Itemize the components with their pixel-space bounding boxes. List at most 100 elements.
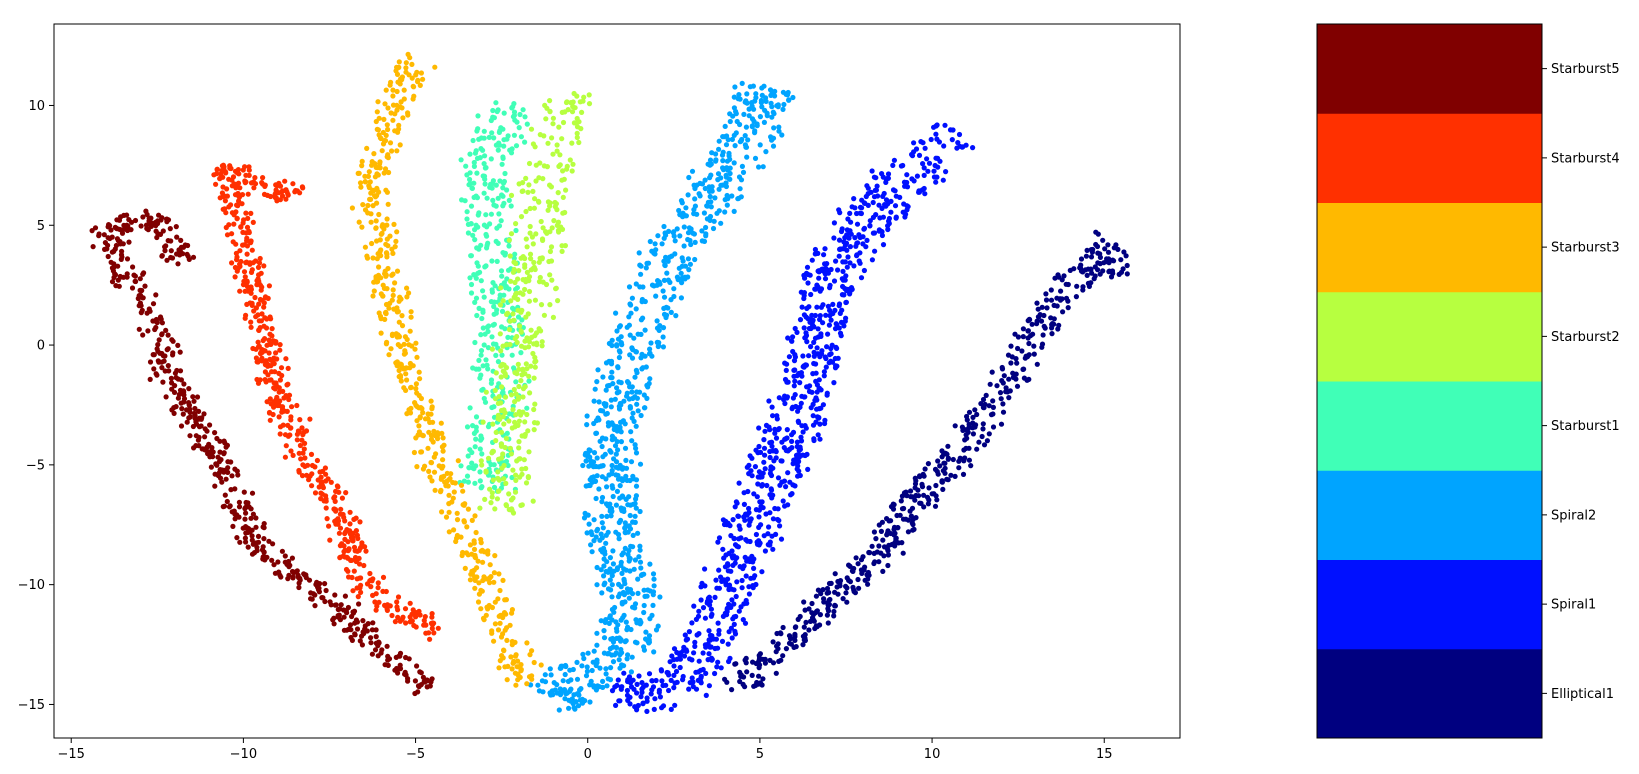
- data-point: [765, 531, 771, 537]
- data-point: [508, 654, 514, 660]
- data-point: [336, 530, 342, 536]
- data-point: [825, 303, 832, 309]
- data-point: [394, 148, 400, 154]
- data-point: [363, 548, 369, 554]
- data-point: [737, 121, 743, 128]
- data-point: [168, 248, 174, 254]
- data-point: [478, 606, 484, 612]
- data-point: [802, 275, 808, 281]
- data-point: [749, 473, 755, 479]
- data-point: [255, 339, 261, 345]
- data-point: [467, 275, 473, 281]
- data-point: [653, 627, 660, 633]
- data-point: [646, 633, 653, 639]
- data-point: [480, 325, 486, 331]
- data-point: [757, 540, 763, 546]
- data-point: [1012, 331, 1018, 337]
- data-point: [802, 335, 808, 341]
- data-point: [655, 233, 661, 239]
- data-point: [847, 244, 854, 250]
- data-point: [487, 486, 493, 492]
- data-point: [554, 142, 560, 148]
- series-starburst3: [349, 51, 544, 688]
- data-point: [601, 628, 607, 634]
- data-point: [280, 188, 286, 194]
- data-point: [316, 585, 322, 591]
- data-point: [922, 466, 928, 472]
- data-point: [623, 619, 629, 625]
- data-point: [524, 411, 530, 418]
- data-point: [608, 665, 614, 671]
- data-point: [783, 484, 789, 490]
- data-point: [943, 169, 949, 175]
- data-point: [642, 353, 648, 359]
- data-point: [425, 416, 431, 422]
- data-point: [842, 285, 848, 292]
- data-point: [730, 616, 736, 622]
- data-point: [383, 87, 389, 93]
- data-point: [204, 444, 210, 450]
- colorbar-frame: [1316, 23, 1543, 739]
- data-point: [603, 671, 609, 677]
- data-point: [272, 369, 278, 375]
- data-point: [795, 616, 801, 623]
- data-point: [161, 358, 167, 364]
- data-point: [358, 589, 364, 596]
- data-point: [489, 258, 495, 264]
- data-point: [173, 404, 179, 410]
- data-point: [885, 552, 892, 558]
- data-point: [768, 472, 775, 479]
- data-point: [649, 353, 655, 359]
- data-point: [358, 184, 364, 190]
- data-point: [808, 291, 814, 298]
- data-point: [559, 136, 565, 142]
- data-point: [528, 363, 534, 369]
- data-point: [219, 168, 225, 174]
- data-point: [613, 502, 620, 508]
- data-point: [175, 342, 181, 348]
- data-point: [513, 227, 519, 234]
- data-point: [580, 651, 586, 657]
- data-point: [362, 244, 368, 250]
- x-tick-label: 0: [584, 747, 592, 762]
- data-point: [684, 636, 691, 642]
- data-point: [347, 509, 353, 515]
- data-point: [679, 280, 685, 286]
- data-point: [374, 603, 380, 609]
- data-point: [600, 678, 606, 685]
- data-point: [483, 212, 489, 218]
- data-point: [96, 233, 102, 239]
- data-point: [860, 554, 866, 560]
- data-point: [632, 639, 639, 645]
- data-point: [479, 315, 485, 322]
- data-point: [916, 152, 923, 158]
- data-point: [596, 486, 602, 492]
- data-point: [372, 193, 378, 199]
- data-point: [569, 696, 575, 702]
- data-point: [507, 318, 513, 324]
- data-point: [613, 451, 619, 457]
- data-point: [609, 375, 615, 381]
- data-point: [414, 390, 420, 396]
- data-point: [626, 322, 633, 328]
- data-point: [939, 479, 946, 485]
- data-point: [939, 454, 945, 460]
- data-point: [757, 142, 763, 148]
- data-point: [762, 107, 768, 113]
- data-point: [852, 235, 858, 241]
- data-point: [487, 221, 493, 227]
- data-point: [371, 151, 377, 157]
- data-point: [694, 632, 700, 638]
- data-point: [837, 578, 844, 584]
- data-point: [757, 114, 764, 120]
- data-point: [124, 274, 130, 280]
- data-point: [598, 407, 604, 414]
- data-point: [952, 423, 958, 429]
- data-point: [600, 463, 606, 469]
- data-point: [565, 107, 571, 113]
- data-point: [1071, 266, 1077, 272]
- data-point: [510, 467, 516, 473]
- data-point: [268, 193, 274, 200]
- data-point: [468, 253, 474, 259]
- data-point: [824, 590, 830, 596]
